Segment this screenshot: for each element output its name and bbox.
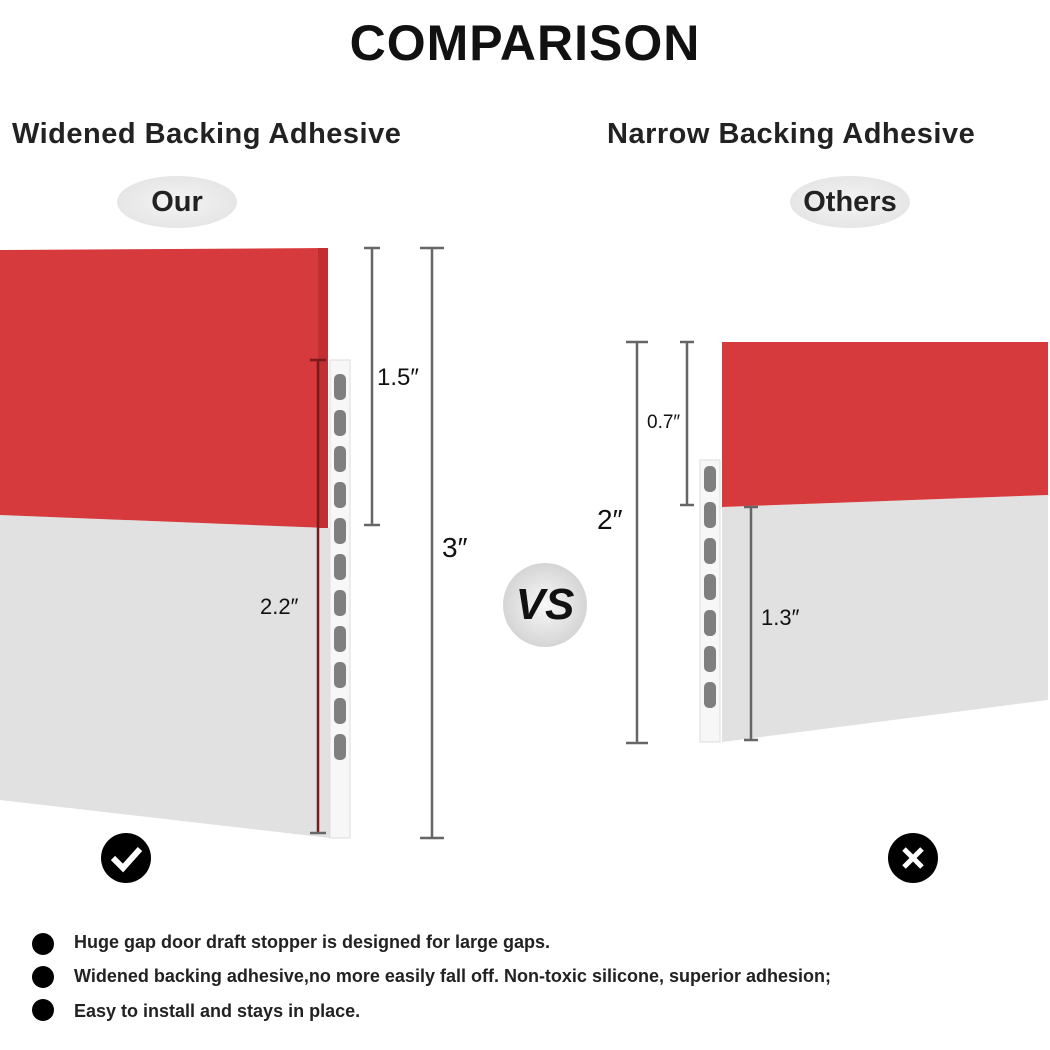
adhesive-slot [704, 466, 716, 492]
adhesive-slot [704, 538, 716, 564]
adhesive-slot [704, 610, 716, 636]
cross-icon [888, 833, 938, 883]
adhesive-slot [704, 682, 716, 708]
check-icon [101, 833, 151, 883]
adhesive-slot [704, 646, 716, 672]
adhesive-slot [704, 502, 716, 528]
left-slots [334, 374, 346, 760]
page-title: COMPARISON [349, 15, 701, 71]
adhesive-slot [334, 626, 346, 652]
right-adhesive-strip [699, 459, 721, 743]
left-total-dim: 3″ [442, 532, 468, 563]
left-red-sweep [0, 248, 328, 528]
right-total-dim: 2″ [597, 504, 623, 535]
bullet-icon [32, 966, 54, 988]
left-gray-sweep [0, 515, 330, 838]
right-heading: Narrow Backing Adhesive [607, 118, 976, 150]
bullet-text: Huge gap door draft stopper is designed … [74, 932, 551, 952]
adhesive-slot [704, 574, 716, 600]
adhesive-slot [334, 410, 346, 436]
right-top-dim: 0.7″ [647, 412, 681, 433]
dimension-lines [310, 246, 758, 840]
adhesive-slot [334, 482, 346, 508]
adhesive-slot [334, 662, 346, 688]
left-top-dim: 1.5″ [377, 364, 419, 391]
bullet-text: Widened backing adhesive,no more easily … [74, 966, 832, 986]
bullet-text: Easy to install and stays in place. [74, 1001, 361, 1021]
vs-label: VS [515, 580, 575, 629]
adhesive-slot [334, 734, 346, 760]
right-slots [704, 466, 716, 708]
bullet-icon [32, 999, 54, 1021]
adhesive-slot [334, 374, 346, 400]
right-gray-sweep [722, 495, 1048, 742]
adhesive-slot [334, 446, 346, 472]
others-badge: Others [790, 176, 910, 228]
our-badge: Our [117, 176, 237, 228]
bullet-icon [32, 933, 54, 955]
vs-circle [503, 563, 587, 647]
right-red-sweep [722, 342, 1048, 507]
left-heading: Widened Backing Adhesive [12, 118, 402, 150]
right-bottom-dim: 1.3″ [761, 605, 800, 630]
left-adhesive-dim: 2.2″ [260, 594, 299, 619]
adhesive-slot [334, 518, 346, 544]
adhesive-slot [334, 554, 346, 580]
adhesive-slot [334, 698, 346, 724]
adhesive-slot [334, 590, 346, 616]
